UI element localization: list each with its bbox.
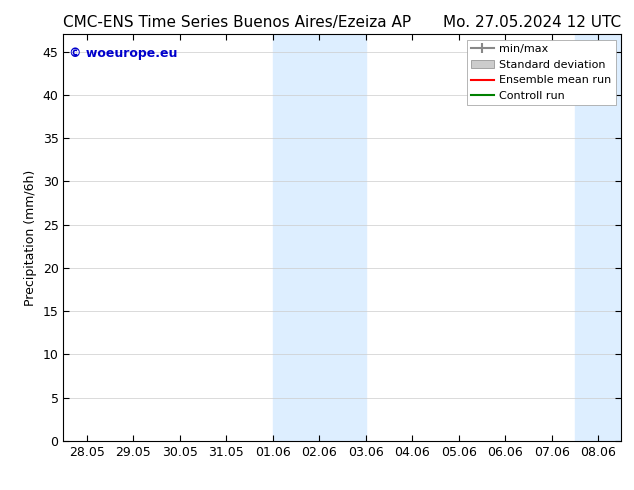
Y-axis label: Precipitation (mm/6h): Precipitation (mm/6h) bbox=[24, 170, 37, 306]
Bar bbox=[575, 34, 621, 441]
Text: © woeurope.eu: © woeurope.eu bbox=[69, 47, 178, 59]
Bar bbox=[319, 34, 366, 441]
Legend: min/max, Standard deviation, Ensemble mean run, Controll run: min/max, Standard deviation, Ensemble me… bbox=[467, 40, 616, 105]
Text: CMC-ENS Time Series Buenos Aires/Ezeiza AP: CMC-ENS Time Series Buenos Aires/Ezeiza … bbox=[63, 15, 411, 30]
Text: Mo. 27.05.2024 12 UTC: Mo. 27.05.2024 12 UTC bbox=[443, 15, 621, 30]
Bar bbox=[273, 34, 319, 441]
